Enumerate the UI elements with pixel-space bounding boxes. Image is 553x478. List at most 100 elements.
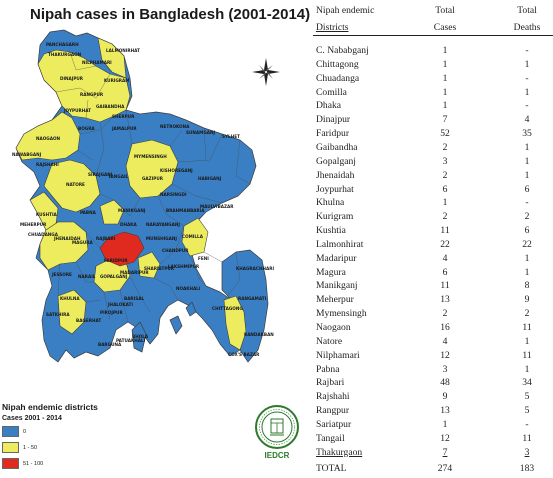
legend-swatch-yellow <box>2 442 19 453</box>
header-deaths-line2: Deaths <box>513 22 541 33</box>
nipah-table: Nipah endemic Districts Total Cases Tota… <box>312 0 553 478</box>
row-district: Rajshahi <box>316 391 350 403</box>
district-label: SUNAMGANJ <box>186 130 216 135</box>
region-north-yellow <box>37 49 131 123</box>
row-deaths: 11 <box>522 432 532 444</box>
district-label: GAZIPUR <box>142 176 164 181</box>
row-district: Dhaka <box>316 100 342 112</box>
district-label: SATKHIRA <box>46 312 70 317</box>
row-cases: 1 <box>442 100 448 112</box>
district-label: MANIKGANJ <box>118 208 146 213</box>
row-cases: 3 <box>442 155 448 167</box>
row-cases: 52 <box>440 128 450 140</box>
header-deaths-line1: Total <box>517 5 537 16</box>
row-deaths: 6 <box>524 225 530 236</box>
row-deaths: 1 <box>524 335 530 347</box>
row-district: Nilphamari <box>316 349 360 361</box>
row-cases: 48 <box>440 377 450 389</box>
row-district: Gopalganj <box>316 155 356 167</box>
district-label: NAOGAON <box>36 136 61 141</box>
district-label: SIRAJGANJ <box>88 172 113 177</box>
region-lalmonirhat <box>97 37 127 79</box>
row-district: Meherpur <box>316 294 354 306</box>
district-label: RANGPUR <box>80 92 104 97</box>
district-label: SHARIATPUR <box>144 266 175 271</box>
district-label: DINAJPUR <box>60 76 84 81</box>
row-cases: 2 <box>442 211 448 223</box>
row-cases: 22 <box>440 238 450 250</box>
district-label: PANCHAGARH <box>46 42 79 47</box>
row-district: Pabna <box>316 363 340 375</box>
legend-item-1: 1 - 50 <box>2 441 142 454</box>
region-faridpur-rajbari <box>99 231 145 267</box>
row-cases: 6 <box>442 266 448 278</box>
row-deaths: 2 <box>524 211 530 223</box>
district-label: NARSINGDI <box>160 192 187 197</box>
map-yellow-districts <box>15 37 247 351</box>
row-cases: 7 <box>442 446 448 458</box>
row-deaths: 1 <box>524 266 530 278</box>
district-label: PATUAKHALI <box>116 338 146 343</box>
map-island-hatiya <box>169 315 183 335</box>
row-deaths: 35 <box>522 128 532 140</box>
header-district-line2: Districts <box>316 22 349 33</box>
map-boundaries <box>55 51 251 323</box>
district-label: MUNSHIGANJ <box>146 236 177 241</box>
region-chittagong <box>223 295 247 351</box>
iedcr-logo: IEDCR <box>254 404 300 464</box>
row-district: Rangpur <box>316 405 350 417</box>
district-label: KHULNA <box>60 296 80 301</box>
row-cases: 1 <box>442 418 448 430</box>
row-cases: 13 <box>440 294 450 306</box>
iedcr-seal-icon <box>255 405 299 449</box>
row-deaths: - <box>525 100 529 112</box>
row-cases: 13 <box>440 405 450 417</box>
region-khulna-south <box>57 289 87 335</box>
district-label: NATORE <box>66 182 85 187</box>
district-label: NOAKHALI <box>176 286 201 291</box>
region-mymensingh-dhaka <box>125 139 179 199</box>
row-deaths: 4 <box>524 114 530 126</box>
row-district: Thakurgaon <box>316 446 363 458</box>
map-panel: Nipah cases in Bangladesh (2001-2014) <box>2 6 311 469</box>
row-deaths: - <box>525 418 529 430</box>
district-label: JHENAIDAH <box>53 236 81 241</box>
district-label: NAWABGANJ <box>12 152 42 157</box>
row-deaths: 8 <box>524 280 530 292</box>
row-district: Chittagong <box>316 58 359 70</box>
row-deaths: 11 <box>522 322 532 333</box>
row-cases: 9 <box>442 391 448 403</box>
row-district: Sariatpur <box>316 418 352 430</box>
row-district: Kushtia <box>316 225 346 236</box>
row-district: Joypurhat <box>316 183 354 195</box>
row-district: Gaibandha <box>316 141 358 153</box>
district-label: KUSHTIA <box>36 212 58 217</box>
district-label: MADARIPUR <box>120 270 149 275</box>
row-cases: 11 <box>440 280 450 292</box>
district-label: CHANDPUR <box>162 248 189 253</box>
map-red-districts <box>99 231 145 267</box>
row-cases: 1 <box>442 45 448 56</box>
row-cases: 2 <box>442 141 448 153</box>
district-label: NETROKONA <box>160 124 190 129</box>
row-deaths: 5 <box>524 391 530 403</box>
district-label: MYMENSINGH <box>134 154 167 159</box>
district-label: RAJSHAHI <box>36 162 59 167</box>
row-cases: 2 <box>442 169 448 181</box>
region-shariatpur <box>137 251 161 279</box>
map-island-sandwip <box>185 301 197 317</box>
row-deaths: 1 <box>524 141 530 153</box>
district-label: CHUADANGA <box>28 232 59 237</box>
row-cases: 7 <box>442 114 448 126</box>
row-district: Manikganj <box>316 280 358 292</box>
row-deaths: 1 <box>524 86 530 98</box>
district-label: KURIGRAM <box>104 78 129 83</box>
district-label: COX'S BAZAR <box>228 352 260 357</box>
compass-icon <box>252 58 280 86</box>
row-cases: 11 <box>440 225 450 236</box>
row-district: Khulna <box>316 197 345 209</box>
legend-item-0: 0 <box>2 425 142 438</box>
district-label: JESSORE <box>51 272 72 277</box>
